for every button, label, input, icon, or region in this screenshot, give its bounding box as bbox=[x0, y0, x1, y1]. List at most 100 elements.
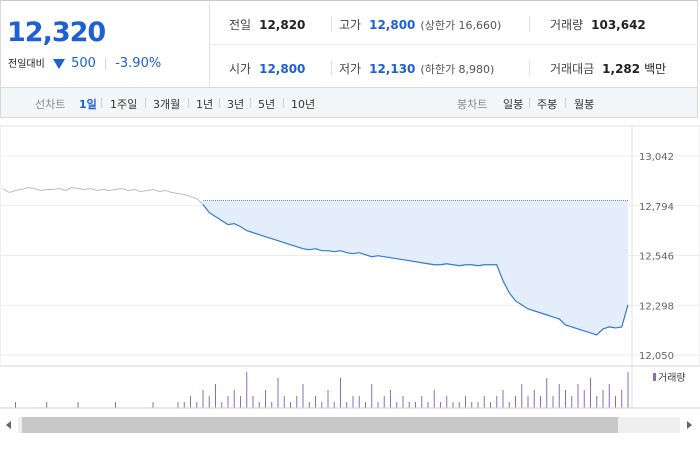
stat-label: 시가 bbox=[229, 62, 252, 76]
volume-bar bbox=[465, 396, 466, 408]
divider bbox=[565, 98, 566, 108]
volume-bar bbox=[396, 402, 398, 408]
volume-bar bbox=[490, 402, 491, 408]
divider bbox=[331, 17, 332, 31]
volume-bar bbox=[590, 378, 591, 408]
stat-low: 저가 12,130 (하한가 8,980) bbox=[339, 60, 494, 77]
volume-bar bbox=[546, 378, 548, 408]
volume-bar bbox=[221, 402, 223, 408]
volume-bar bbox=[271, 402, 273, 408]
volume-bar bbox=[377, 402, 379, 408]
range-1w[interactable]: 1주일 bbox=[110, 98, 138, 111]
range-3y[interactable]: 3년 bbox=[227, 98, 245, 111]
stat-open: 시가 12,800 bbox=[229, 60, 305, 77]
divider bbox=[188, 98, 189, 108]
volume-bar bbox=[190, 396, 191, 408]
range-10y[interactable]: 10년 bbox=[291, 98, 316, 111]
volume-bar bbox=[608, 384, 610, 408]
candle-weekly[interactable]: 주봉 bbox=[537, 98, 558, 111]
volume-bar bbox=[208, 396, 210, 408]
volume-bar bbox=[533, 390, 535, 408]
change-rate: -3.90% bbox=[115, 56, 162, 71]
volume-bar bbox=[315, 396, 316, 408]
volume-bar bbox=[15, 402, 16, 408]
divider bbox=[250, 98, 251, 108]
volume-bar bbox=[365, 402, 366, 408]
volume-bar bbox=[627, 372, 629, 408]
stat-unit: 백만 bbox=[644, 62, 667, 76]
y-tick-label: 12,050 bbox=[639, 351, 674, 362]
scroll-left-icon[interactable] bbox=[6, 421, 11, 429]
stat-volume: 거래량 103,642 bbox=[550, 16, 646, 33]
volume-bar bbox=[571, 396, 573, 408]
range-1y[interactable]: 1년 bbox=[196, 98, 214, 111]
range-1d[interactable]: 1일 bbox=[79, 98, 97, 111]
volume-bar bbox=[177, 402, 179, 408]
price-line bbox=[202, 204, 629, 336]
range-5y[interactable]: 5년 bbox=[258, 98, 276, 111]
volume-bar bbox=[333, 402, 335, 408]
volume-bar bbox=[540, 396, 541, 408]
upper-limit: (상한가 16,660) bbox=[420, 19, 502, 32]
volume-bar bbox=[583, 390, 585, 408]
volume-bar bbox=[552, 396, 554, 408]
volume-bar bbox=[202, 390, 204, 408]
divider bbox=[101, 98, 102, 108]
volume-bar bbox=[471, 402, 473, 408]
volume-legend-swatch bbox=[653, 373, 656, 381]
volume-bar bbox=[515, 396, 516, 408]
change-label: 전일대비 bbox=[8, 59, 45, 70]
volume-bar bbox=[621, 390, 623, 408]
y-tick-label: 12,546 bbox=[639, 252, 674, 263]
volume-bar bbox=[115, 402, 116, 408]
line-chart-label: 선차트 bbox=[35, 98, 66, 111]
scroll-right-icon[interactable] bbox=[687, 421, 692, 429]
price-chart: 13,042 12,794 12,546 12,298 12,050 거래량 bbox=[0, 125, 700, 409]
y-tick-label: 12,298 bbox=[639, 301, 674, 312]
stat-label: 거래대금 bbox=[550, 62, 595, 76]
candle-daily[interactable]: 일봉 bbox=[503, 98, 524, 111]
volume-bar bbox=[321, 402, 323, 408]
volume-bar bbox=[233, 390, 235, 408]
volume-bar bbox=[427, 402, 429, 408]
change-value: 500 bbox=[71, 56, 96, 71]
chart-scrollbar[interactable] bbox=[0, 414, 700, 436]
price-line-premarket bbox=[2, 186, 204, 205]
y-tick-label: 13,042 bbox=[639, 152, 674, 163]
chart-fill-area bbox=[203, 200, 628, 335]
volume-bar bbox=[521, 384, 523, 408]
volume-bar bbox=[196, 402, 198, 408]
volume-bar bbox=[277, 378, 279, 408]
stats-divider bbox=[211, 44, 698, 45]
range-3m[interactable]: 3개월 bbox=[153, 98, 181, 111]
current-price: 12,320 bbox=[7, 17, 106, 48]
volume-bars bbox=[0, 365, 700, 409]
volume-bar bbox=[283, 396, 285, 408]
divider bbox=[219, 98, 220, 108]
quote-header: 12,320 전일대비 500 -3.90% 전일 12,820 고가 12,800… bbox=[0, 0, 698, 88]
candle-chart-label: 봉차트 bbox=[457, 98, 488, 111]
volume-bar bbox=[446, 396, 448, 408]
chart-toolbar: 선차트 1일 1주일 3개월 1년 3년 5년 10년 봉차트 일봉 주봉 월봉 bbox=[0, 88, 698, 118]
candle-monthly[interactable]: 월봉 bbox=[574, 98, 595, 111]
divider bbox=[529, 98, 530, 108]
volume-bar bbox=[433, 390, 435, 408]
stat-value: 12,800 bbox=[259, 62, 306, 76]
divider bbox=[529, 17, 530, 31]
volume-bar bbox=[408, 402, 410, 408]
stat-value: 1,282 bbox=[602, 62, 641, 76]
volume-bar bbox=[452, 402, 454, 408]
lower-limit: (하한가 8,980) bbox=[420, 63, 495, 76]
y-axis-ticks: 13,042 12,794 12,546 12,298 12,050 bbox=[639, 152, 674, 362]
stat-turnover: 거래대금 1,282 백만 bbox=[550, 60, 666, 77]
volume-bar bbox=[577, 384, 579, 408]
volume-bar bbox=[502, 390, 504, 408]
divider bbox=[105, 57, 107, 70]
volume-bar bbox=[527, 396, 529, 408]
divider bbox=[331, 61, 332, 75]
volume-bar bbox=[227, 396, 229, 408]
volume-bar bbox=[46, 402, 48, 408]
volume-bar bbox=[246, 372, 248, 408]
scroll-thumb[interactable] bbox=[22, 417, 618, 433]
volume-bar bbox=[215, 384, 216, 408]
